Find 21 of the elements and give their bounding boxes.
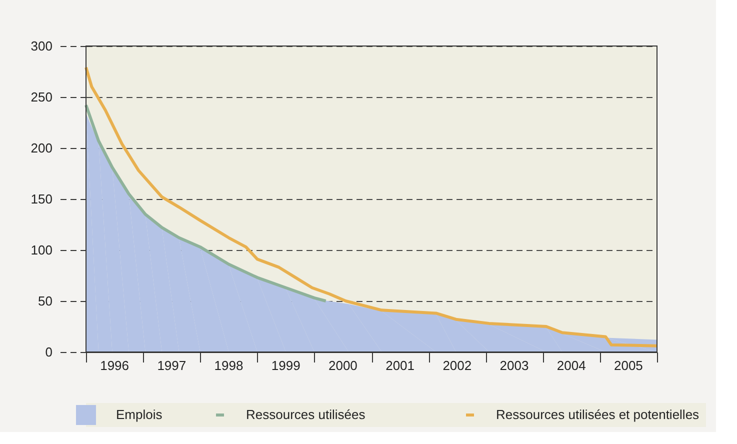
y-tick-label: 200 <box>30 140 52 156</box>
x-tick-label: 2003 <box>500 358 529 373</box>
x-tick-label: 1996 <box>100 358 130 373</box>
x-tick-label: 1999 <box>271 358 300 373</box>
x-tick-label: 1997 <box>157 358 186 373</box>
x-tick-label: 2002 <box>442 358 472 373</box>
y-tick-label: 100 <box>30 242 52 258</box>
legend-label: Ressources utilisées <box>246 407 366 422</box>
x-tick-label: 2000 <box>328 358 358 373</box>
x-tick-label: 2001 <box>386 358 415 373</box>
legend-label: Ressources utilisées et potentielles <box>496 407 700 422</box>
x-tick-label: 2004 <box>556 358 586 373</box>
x-tick-label: 2005 <box>614 358 643 373</box>
line-series <box>84 104 328 302</box>
legend-label: Emplois <box>116 407 163 422</box>
y-tick-label: 0 <box>45 344 52 360</box>
y-tick-label: 300 <box>30 38 52 54</box>
x-tick-label: 1998 <box>214 358 244 373</box>
y-tick-label: 250 <box>30 90 52 104</box>
y-tick-label: 50 <box>38 294 52 308</box>
y-tick-label: 150 <box>30 192 52 206</box>
